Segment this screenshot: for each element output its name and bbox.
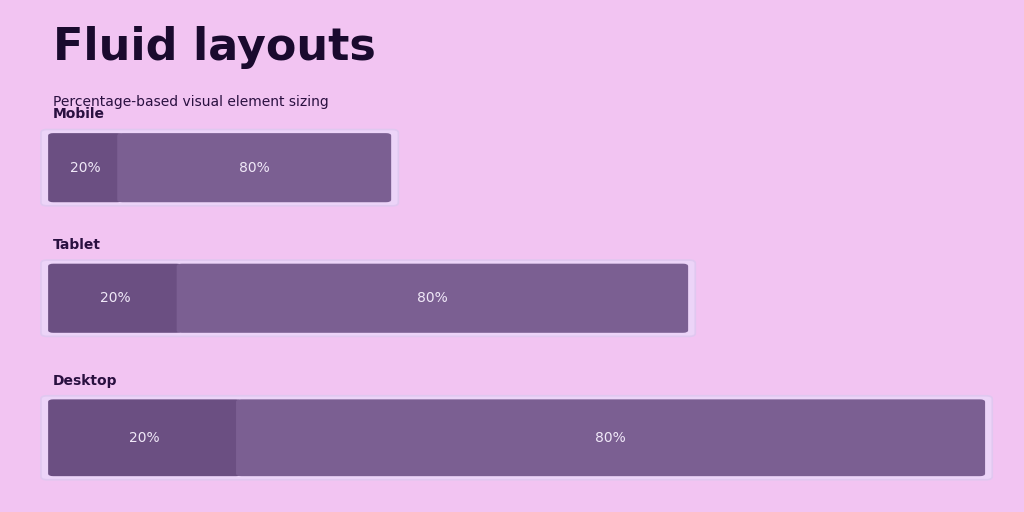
Text: Percentage-based visual element sizing: Percentage-based visual element sizing [53, 95, 329, 109]
Text: 80%: 80% [417, 291, 447, 305]
Text: Mobile: Mobile [53, 108, 105, 121]
FancyBboxPatch shape [41, 260, 695, 336]
Text: 20%: 20% [70, 161, 100, 175]
Text: Desktop: Desktop [53, 374, 118, 388]
FancyBboxPatch shape [48, 133, 123, 202]
FancyBboxPatch shape [117, 133, 391, 202]
Text: 80%: 80% [595, 431, 626, 445]
FancyBboxPatch shape [236, 399, 985, 476]
Text: 20%: 20% [99, 291, 130, 305]
FancyBboxPatch shape [176, 264, 688, 333]
FancyBboxPatch shape [48, 399, 242, 476]
Text: 20%: 20% [129, 431, 160, 445]
FancyBboxPatch shape [41, 396, 992, 480]
FancyBboxPatch shape [48, 264, 182, 333]
Text: 80%: 80% [239, 161, 269, 175]
Text: Tablet: Tablet [53, 238, 101, 252]
FancyBboxPatch shape [41, 130, 398, 206]
Text: Fluid layouts: Fluid layouts [53, 26, 376, 69]
